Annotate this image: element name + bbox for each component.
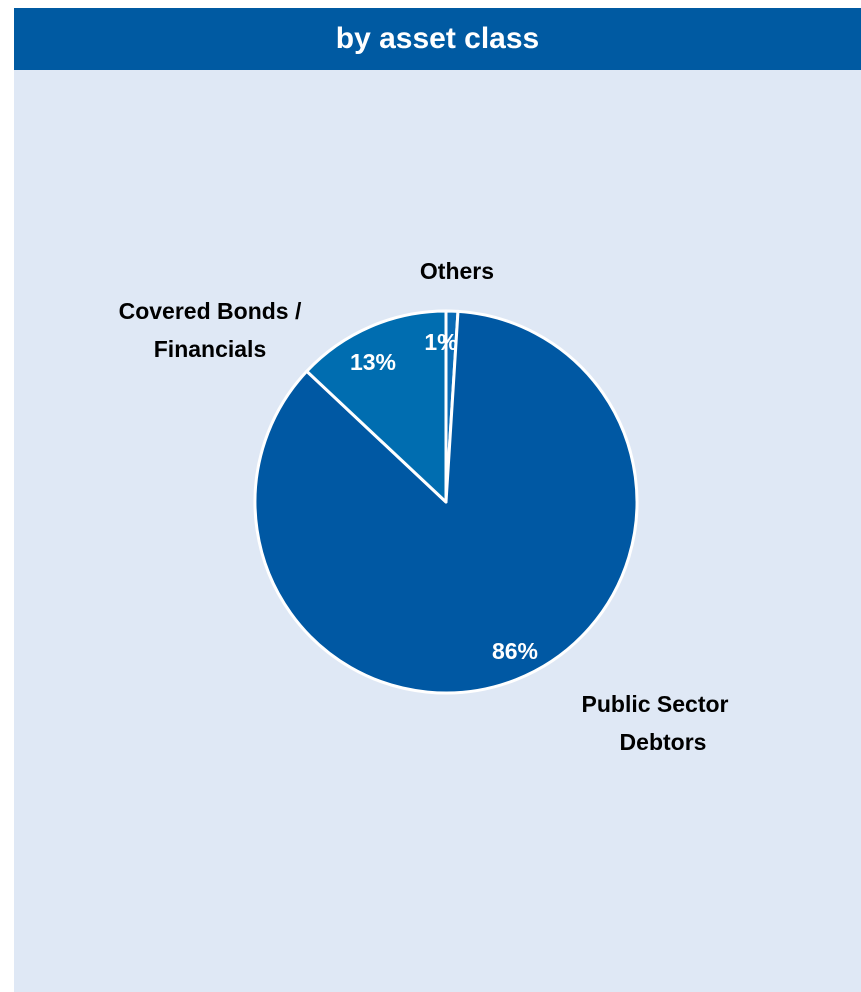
value-label-others: 1% <box>424 329 457 355</box>
value-label-covered-bonds: 13% <box>350 349 396 375</box>
category-label-covered-bonds-line2: Financials <box>154 336 266 362</box>
pie-slices <box>253 309 639 695</box>
pie-category-labels: Others Public Sector Debtors Covered Bon… <box>119 258 729 755</box>
value-label-public-sector: 86% <box>492 638 538 664</box>
category-label-others: Others <box>420 258 494 284</box>
category-label-public-sector-line2: Debtors <box>620 729 707 755</box>
category-label-covered-bonds-line1: Covered Bonds / <box>119 298 302 324</box>
pie-slice-covered-bonds <box>305 309 448 504</box>
pie-value-labels: 1% 86% 13% <box>350 329 538 664</box>
chart-panel: by asset class <box>14 8 861 992</box>
category-label-public-sector-line1: Public Sector <box>582 691 729 717</box>
chart-title: by asset class <box>14 8 861 70</box>
